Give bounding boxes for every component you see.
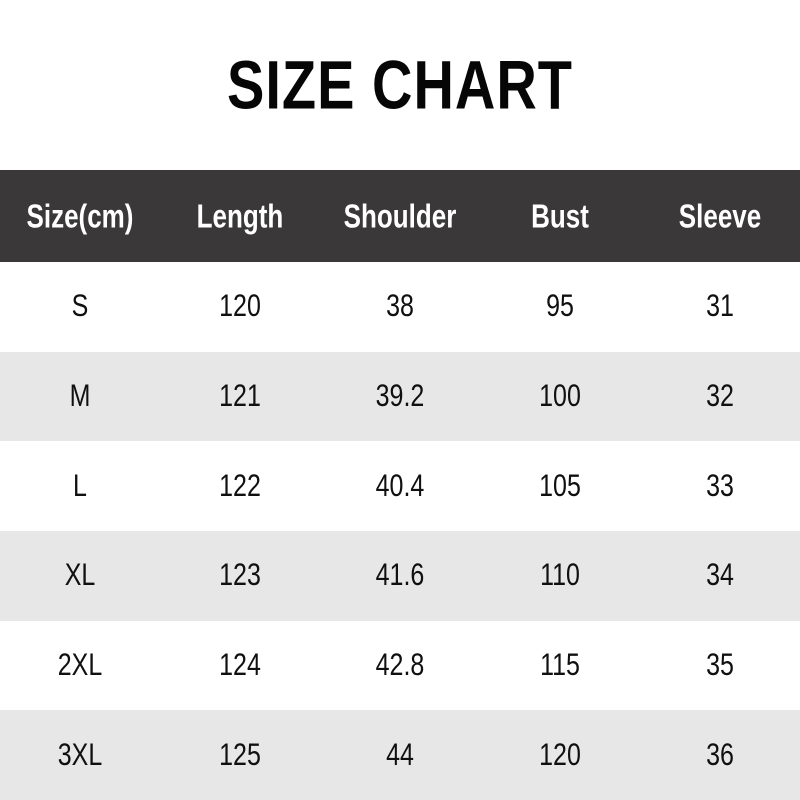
size-label-cell: M bbox=[69, 378, 91, 414]
table-cell: 32 bbox=[706, 378, 734, 414]
column-header-sleeve: Sleeve bbox=[678, 196, 762, 235]
size-label-cell: XL bbox=[64, 557, 96, 593]
table-cell: 34 bbox=[706, 557, 734, 593]
table-header-row: Size(cm) Length Shoulder Bust Sleeve bbox=[0, 170, 800, 262]
table-row-3xl: 3XL 125 44 120 36 bbox=[0, 710, 800, 800]
table-cell: 123 bbox=[219, 557, 261, 593]
table-cell: 110 bbox=[540, 557, 580, 593]
page-title-text: SIZE CHART bbox=[227, 45, 573, 123]
table-cell: 95 bbox=[546, 288, 574, 324]
table-cell: 44 bbox=[386, 736, 414, 773]
size-chart-table: Size(cm) Length Shoulder Bust Sleeve S 1… bbox=[0, 170, 800, 800]
table-cell: 40.4 bbox=[375, 467, 425, 504]
table-row-2xl: 2XL 124 42.8 115 35 bbox=[0, 620, 800, 711]
table-cell: 120 bbox=[539, 736, 581, 773]
table-cell: 39.2 bbox=[375, 378, 425, 414]
table-cell: 31 bbox=[706, 288, 734, 324]
table-cell: 122 bbox=[219, 467, 261, 504]
table-cell: 35 bbox=[706, 647, 734, 683]
table-cell: 125 bbox=[219, 736, 261, 773]
page-title: SIZE CHART bbox=[0, 36, 800, 132]
table-row-xl: XL 123 41.6 110 34 bbox=[0, 531, 800, 621]
size-label-cell: S bbox=[71, 288, 89, 324]
table-cell: 36 bbox=[706, 736, 734, 773]
table-cell: 120 bbox=[219, 288, 261, 324]
table-row-m: M 121 39.2 100 32 bbox=[0, 351, 800, 442]
table-cell: 38 bbox=[386, 288, 414, 324]
column-header-size: Size(cm) bbox=[26, 196, 134, 235]
column-header-shoulder: Shoulder bbox=[343, 196, 457, 235]
table-row-s: S 120 38 95 31 bbox=[0, 262, 800, 352]
table-cell: 115 bbox=[540, 647, 580, 683]
table-cell: 41.6 bbox=[375, 557, 425, 593]
column-header-length: Length bbox=[196, 196, 284, 235]
table-cell: 105 bbox=[539, 467, 581, 504]
size-label-cell: L bbox=[73, 467, 87, 504]
table-cell: 42.8 bbox=[375, 647, 425, 683]
table-cell: 121 bbox=[219, 378, 261, 414]
table-cell: 100 bbox=[539, 378, 581, 414]
table-cell: 33 bbox=[706, 467, 734, 504]
column-header-bust: Bust bbox=[531, 196, 589, 235]
size-label-cell: 3XL bbox=[57, 736, 103, 773]
table-row-l: L 122 40.4 105 33 bbox=[0, 441, 800, 532]
size-label-cell: 2XL bbox=[57, 647, 103, 683]
table-cell: 124 bbox=[219, 647, 261, 683]
